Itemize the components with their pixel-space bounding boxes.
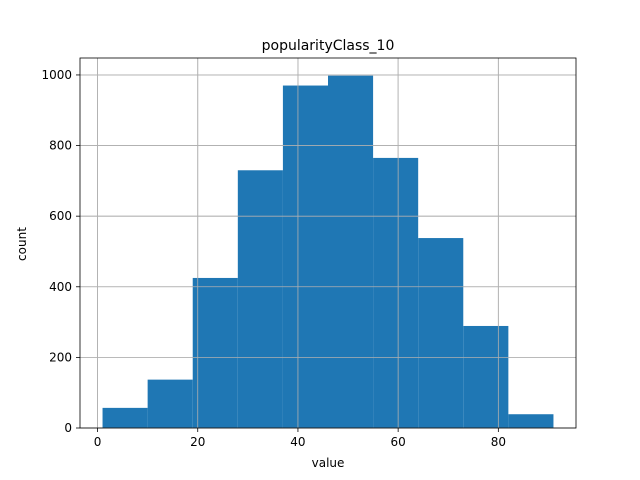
- y-tick-label: 800: [49, 139, 72, 153]
- histogram-bar: [282, 85, 328, 428]
- x-tick-label: 40: [290, 435, 305, 449]
- chart-title: popularityClass_10: [262, 38, 395, 54]
- x-axis-label: value: [312, 456, 345, 470]
- histogram-bar: [418, 238, 464, 428]
- histogram-bar: [102, 407, 148, 428]
- histogram-bar: [508, 414, 554, 428]
- y-tick-label: 400: [49, 280, 72, 294]
- x-tick-label: 20: [190, 435, 205, 449]
- x-tick-label: 80: [491, 435, 506, 449]
- x-tick-label: 0: [94, 435, 102, 449]
- plot-frame: [79, 57, 577, 429]
- y-tick-label: 0: [64, 421, 72, 435]
- histogram-bar: [373, 157, 419, 428]
- histogram-bar: [192, 277, 238, 428]
- y-tick-label: 600: [49, 209, 72, 223]
- histogram-bar: [463, 325, 509, 428]
- x-tick-label: 60: [391, 435, 406, 449]
- y-axis-label: count: [15, 227, 29, 261]
- y-tick-label: 200: [49, 350, 72, 364]
- axes: [79, 57, 577, 429]
- histogram-bar: [237, 170, 283, 428]
- histogram-bar: [147, 379, 193, 428]
- y-tick-label: 1000: [41, 68, 72, 82]
- histogram-bar: [328, 75, 374, 428]
- bars: [80, 58, 576, 429]
